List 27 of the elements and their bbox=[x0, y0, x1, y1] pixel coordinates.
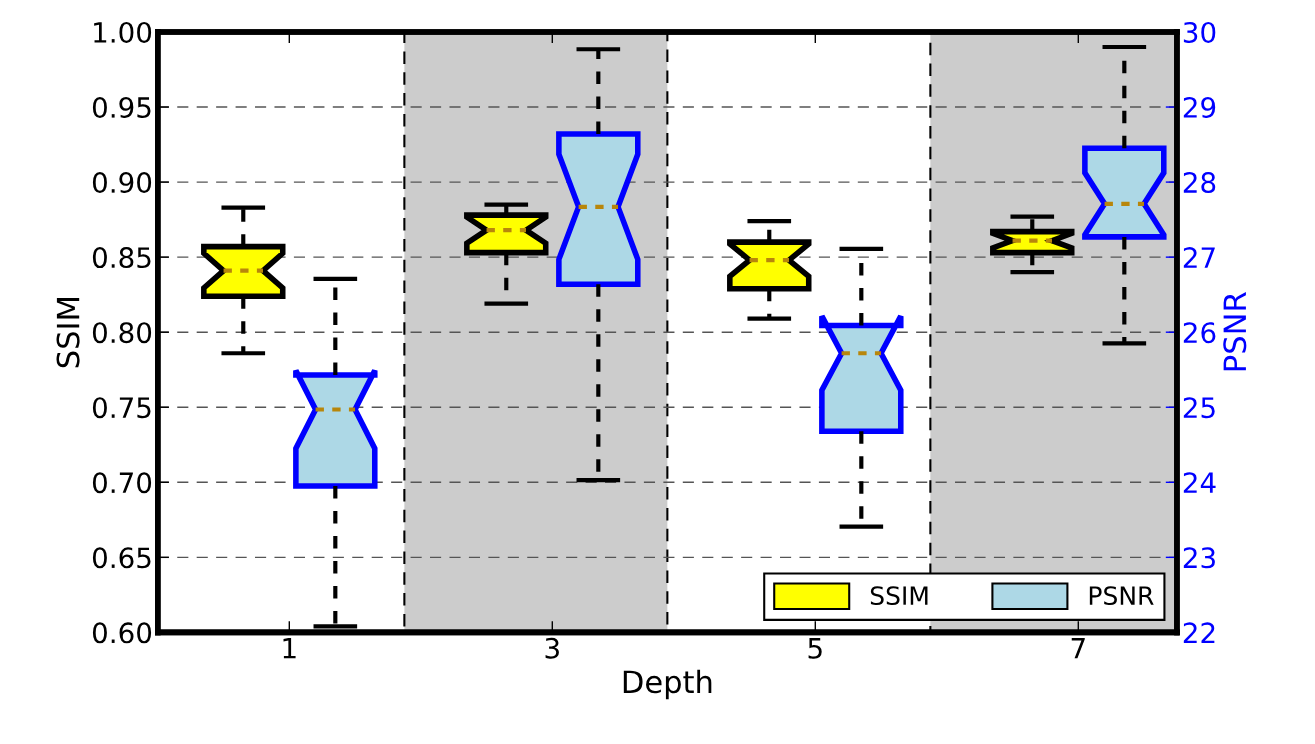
x-tick-label: 1 bbox=[283, 638, 296, 659]
y2-tick-label: 29 bbox=[1183, 96, 1216, 118]
y2-tick-label: 26 bbox=[1183, 322, 1216, 344]
y-tick-label: 0.65 bbox=[92, 547, 151, 569]
y-tick-label: 0.70 bbox=[92, 472, 152, 494]
x-tick-label: 7 bbox=[1071, 638, 1085, 659]
y-tick-label: 0.90 bbox=[92, 172, 152, 194]
x-axis-title: Depth bbox=[623, 669, 712, 700]
y2-tick-label: 24 bbox=[1183, 472, 1216, 493]
legend-label: SSIM bbox=[870, 586, 928, 606]
y-tick-label: 0.60 bbox=[92, 622, 152, 644]
y-tick-label: 0.95 bbox=[92, 96, 151, 118]
y2-tick-label: 27 bbox=[1183, 247, 1215, 268]
y2-axis-title: PSNR bbox=[1223, 292, 1247, 371]
y-tick-label: 1.00 bbox=[94, 21, 152, 43]
x-tick-label: 3 bbox=[545, 637, 559, 659]
y2-tick-label: 22 bbox=[1183, 622, 1215, 643]
y2-tick-label: 23 bbox=[1183, 547, 1215, 569]
y-tick-label: 0.80 bbox=[92, 322, 152, 344]
y2-tick-label: 25 bbox=[1183, 397, 1215, 419]
x-tick-label: 5 bbox=[808, 638, 822, 659]
y2-tick-label: 28 bbox=[1183, 172, 1216, 194]
y-axis-title: SSIM bbox=[56, 298, 80, 368]
y-tick-label: 0.75 bbox=[92, 397, 151, 419]
y-tick-label: 0.85 bbox=[92, 247, 151, 269]
y2-tick-label: 30 bbox=[1183, 21, 1216, 43]
legend-label: PSNR bbox=[1089, 586, 1154, 606]
